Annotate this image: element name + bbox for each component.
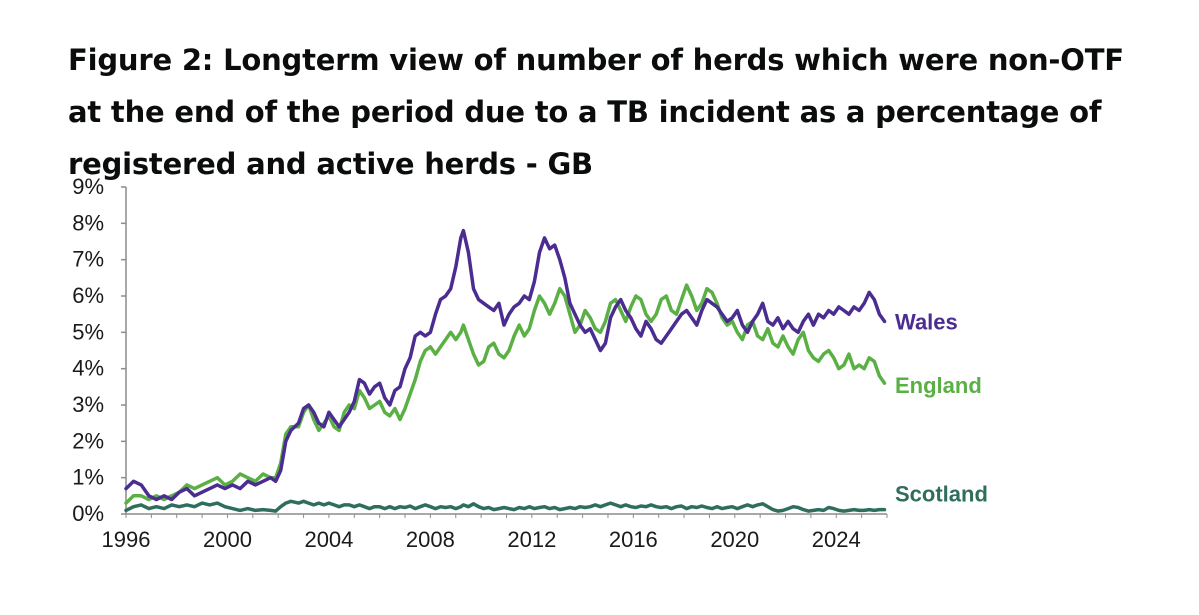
x-tick-label: 2016	[609, 527, 658, 552]
chart-title-line-2: at the end of the period due to a TB inc…	[68, 95, 1102, 129]
x-tick-label: 2004	[304, 527, 353, 552]
x-tick-label: 2000	[203, 527, 252, 552]
y-tick-label: 3%	[72, 392, 104, 417]
y-tick-label: 5%	[72, 319, 104, 344]
chart-series-labels: Wales England Scotland	[895, 309, 988, 506]
y-tick-label: 9%	[72, 174, 104, 199]
chart-title: Figure 2: Longterm view of number of her…	[68, 34, 1168, 190]
y-tick-label: 6%	[72, 283, 104, 308]
series-line-england	[124, 283, 887, 505]
y-tick-label: 7%	[72, 247, 104, 272]
x-tick-label: 2012	[507, 527, 556, 552]
y-tick-label: 1%	[72, 465, 104, 490]
y-tick-label: 8%	[72, 210, 104, 235]
series-label-england: England	[895, 373, 982, 398]
chart-title-line-1: Figure 2: Longterm view of number of her…	[68, 43, 1124, 77]
chart-series	[124, 228, 887, 513]
x-tick-label: 1996	[102, 527, 151, 552]
series-line-wales	[124, 228, 887, 502]
series-label-wales: Wales	[895, 309, 958, 334]
chart-axes: 0% 1% 2% 3% 4% 5% 6% 7% 8% 9% 1996 2000 2004 2008 2012…	[72, 174, 888, 552]
series-line-scotland	[124, 499, 887, 513]
y-tick-label: 4%	[72, 356, 104, 381]
y-tick-label: 0%	[72, 501, 104, 526]
x-tick-label: 2024	[812, 527, 861, 552]
x-tick-label: 2008	[406, 527, 455, 552]
x-tick-label: 2020	[710, 527, 759, 552]
chart-title-line-3: registered and active herds - GB	[68, 147, 593, 181]
y-tick-label: 2%	[72, 428, 104, 453]
series-label-scotland: Scotland	[895, 482, 988, 507]
